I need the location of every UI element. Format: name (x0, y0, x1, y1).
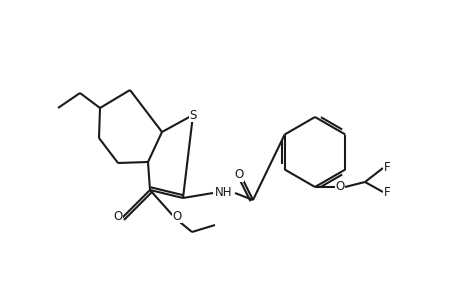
Text: F: F (383, 187, 390, 200)
Text: O: O (172, 209, 181, 223)
Text: F: F (383, 160, 390, 173)
Text: O: O (113, 209, 123, 223)
Text: NH: NH (215, 187, 232, 200)
Text: O: O (234, 169, 243, 182)
Text: O: O (335, 181, 344, 194)
Text: S: S (189, 109, 196, 122)
